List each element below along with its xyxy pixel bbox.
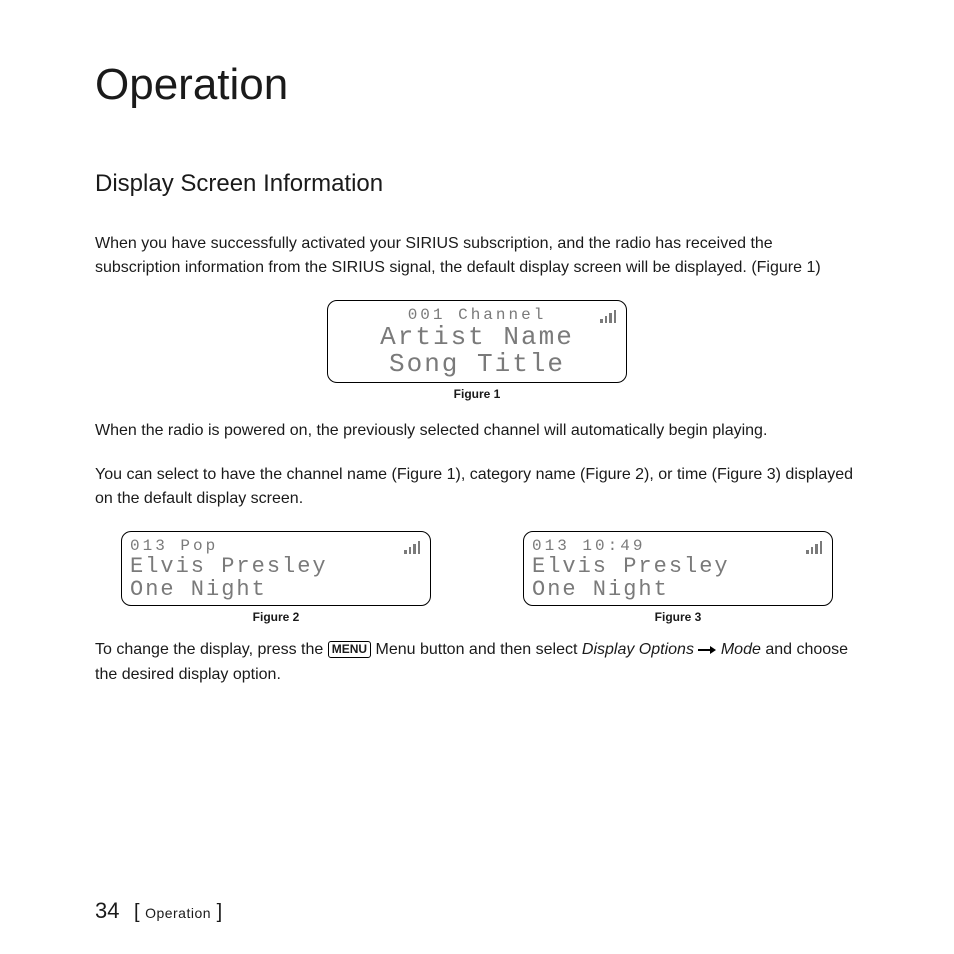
page-footer: 34 [ Operation ] — [95, 898, 222, 924]
page-number: 34 — [95, 898, 119, 923]
signal-icon — [600, 309, 616, 323]
figure-row: 013 Pop Elvis Presley One Night Figure 2… — [95, 531, 859, 624]
figure-3: 013 10:49 Elvis Presley One Night Figure… — [497, 531, 859, 624]
footer-section: Operation — [145, 905, 211, 921]
signal-icon — [806, 540, 822, 554]
mode-text: Mode — [721, 641, 761, 658]
section-heading: Display Screen Information — [95, 170, 859, 198]
arrow-right-icon — [698, 639, 716, 663]
lcd-display-1: 001 Channel Artist Name Song Title — [327, 300, 627, 383]
para4-text-b: Menu button and then select — [371, 641, 582, 658]
lcd1-line2: Artist Name — [336, 324, 618, 351]
lcd3-line2: Elvis Presley — [532, 555, 824, 578]
page-title: Operation — [95, 60, 859, 110]
lcd2-line1: 013 Pop — [130, 538, 422, 555]
lcd1-line3: Song Title — [336, 351, 618, 378]
lcd3-line3: One Night — [532, 578, 824, 601]
display-options-text: Display Options — [582, 641, 694, 658]
paragraph-2: When the radio is powered on, the previo… — [95, 419, 859, 443]
lcd2-line3: One Night — [130, 578, 422, 601]
lcd-display-2: 013 Pop Elvis Presley One Night — [121, 531, 431, 606]
figure-1: 001 Channel Artist Name Song Title Figur… — [95, 300, 859, 401]
bracket-open: [ — [134, 901, 145, 923]
paragraph-4: To change the display, press the MENU Me… — [95, 638, 859, 687]
paragraph-3: You can select to have the channel name … — [95, 463, 859, 511]
lcd-display-3: 013 10:49 Elvis Presley One Night — [523, 531, 833, 606]
paragraph-1: When you have successfully activated you… — [95, 232, 859, 280]
menu-button-icon: MENU — [328, 641, 371, 657]
manual-page: Operation Display Screen Information Whe… — [0, 0, 954, 954]
signal-icon — [404, 540, 420, 554]
lcd3-line1: 013 10:49 — [532, 538, 824, 555]
figure-2-caption: Figure 2 — [95, 610, 457, 624]
figure-1-caption: Figure 1 — [95, 387, 859, 401]
figure-2: 013 Pop Elvis Presley One Night Figure 2 — [95, 531, 457, 624]
para4-text-a: To change the display, press the — [95, 641, 328, 658]
figure-3-caption: Figure 3 — [497, 610, 859, 624]
lcd2-line2: Elvis Presley — [130, 555, 422, 578]
bracket-close: ] — [211, 901, 222, 923]
